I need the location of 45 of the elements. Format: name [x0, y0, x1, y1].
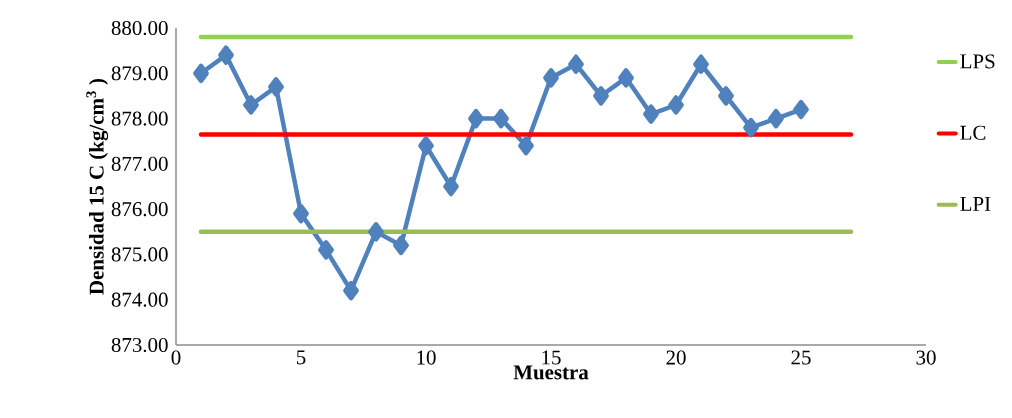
x-axis-title: Muestra — [513, 365, 589, 380]
x-tick-label: 30 — [916, 350, 936, 365]
y-tick-label: 877.00 — [111, 156, 168, 171]
point — [468, 108, 484, 129]
point — [743, 117, 759, 138]
y-axis-title: Densidad 15 C (kg/cm$^{3}$ ) — [86, 78, 109, 295]
point — [443, 176, 459, 197]
point — [768, 108, 784, 129]
point — [393, 235, 409, 256]
point — [643, 104, 659, 124]
y-tick-label: 880.00 — [111, 20, 168, 36]
point — [568, 54, 584, 74]
point — [243, 95, 259, 115]
y-tick-label: 876.00 — [111, 202, 168, 217]
y-tick-label: 873.00 — [111, 337, 168, 353]
point — [618, 68, 634, 88]
point — [318, 240, 334, 260]
point — [543, 68, 559, 88]
x-tick-label: 25 — [791, 350, 811, 365]
x-tick-label: 20 — [666, 350, 686, 365]
point — [368, 222, 384, 242]
legend-label: LPI — [960, 197, 991, 211]
point — [293, 203, 309, 224]
point — [418, 136, 434, 156]
point — [693, 54, 709, 74]
legend-label: LPS — [960, 54, 995, 69]
point — [518, 136, 534, 156]
point — [493, 108, 509, 129]
point — [793, 99, 809, 120]
x-tick-label: 5 — [296, 350, 306, 365]
y-tick-label: 874.00 — [111, 292, 168, 307]
y-tick-label: 875.00 — [111, 247, 168, 262]
legend-label: LC — [960, 125, 986, 140]
x-tick-label: 0 — [171, 350, 181, 365]
x-tick-label: 10 — [417, 350, 436, 365]
y-tick-label: 878.00 — [111, 111, 168, 126]
point — [593, 86, 609, 106]
point — [343, 280, 359, 301]
point — [218, 45, 234, 65]
point — [718, 86, 734, 106]
point — [268, 77, 284, 97]
y-tick-label: 879.00 — [111, 66, 168, 81]
x-tick-label: 15 — [542, 350, 561, 365]
point — [193, 63, 209, 84]
point — [668, 95, 684, 115]
